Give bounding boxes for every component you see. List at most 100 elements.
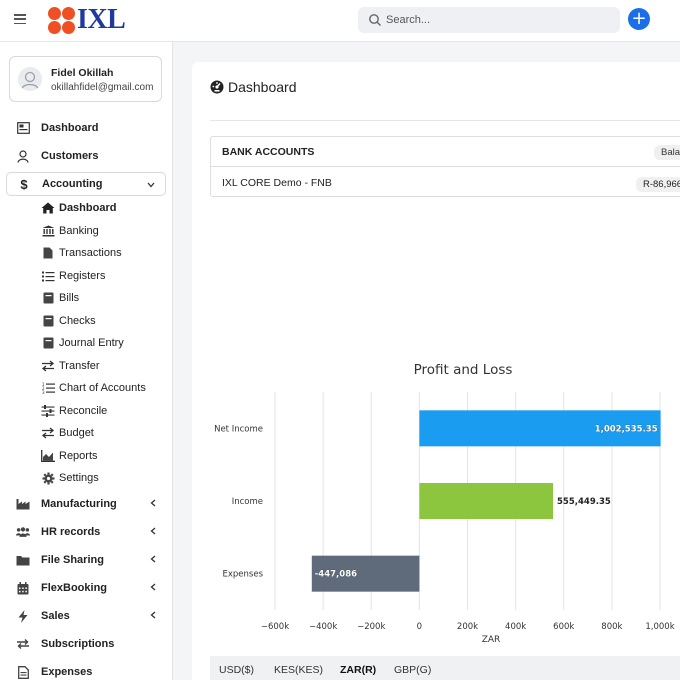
sidebar-item-label: File Sharing (41, 554, 104, 566)
book-icon (41, 314, 55, 328)
page-title: Dashboard (210, 79, 297, 95)
tab-currency-zar[interactable]: ZAR(R) (340, 664, 377, 676)
sidebar-item-sales[interactable]: Sales (6, 604, 166, 628)
bolt-icon (16, 609, 30, 623)
sub-item-transfer[interactable]: Transfer (41, 356, 100, 376)
sub-item-label: Transfer (59, 360, 100, 372)
sub-item-label: Chart of Accounts (59, 382, 146, 394)
avatar (18, 67, 42, 91)
sub-item-label: Transactions (59, 247, 122, 259)
sub-item-bills[interactable]: Bills (41, 288, 79, 308)
sidebar-item-label: Dashboard (41, 122, 99, 134)
factory-icon (16, 497, 30, 511)
sidebar-item-label: Accounting (42, 178, 103, 190)
transfer-icon (41, 426, 55, 440)
currency-tabs: USD($) KES(KES) ZAR(R) GBP(G) (210, 656, 680, 680)
sidebar-item-subscriptions[interactable]: Subscriptions (6, 632, 166, 656)
top-bar: IXL + (0, 0, 680, 42)
chevron-left-icon (150, 527, 156, 537)
svg-text:3: 3 (42, 390, 45, 394)
sidebar-item-file-sharing[interactable]: File Sharing (6, 548, 166, 572)
tab-currency-gbp[interactable]: GBP(G) (394, 664, 432, 676)
calendar-icon (16, 581, 30, 595)
sidebar-item-accounting[interactable]: $ Accounting (6, 172, 166, 196)
dashboard-gauge-icon (210, 80, 224, 94)
search-icon (369, 14, 381, 26)
chevron-left-icon (150, 583, 156, 593)
tab-currency-kes[interactable]: KES(KES) (274, 664, 324, 676)
sidebar-item-manufacturing[interactable]: Manufacturing (6, 492, 166, 516)
table-header-label: BANK ACCOUNTS (222, 146, 315, 158)
sidebar-item-flexbooking[interactable]: FlexBooking (6, 576, 166, 600)
sub-item-settings[interactable]: Settings (41, 468, 99, 488)
sidebar-item-customers[interactable]: Customers (6, 144, 166, 168)
logo-mark-icon (48, 6, 75, 34)
users-icon (16, 525, 30, 539)
sidebar-item-label: Manufacturing (41, 498, 117, 510)
area-chart-icon (41, 449, 55, 463)
sidebar-item-expenses[interactable]: Expenses (6, 660, 166, 680)
book-icon (41, 291, 55, 305)
sub-item-journal-entry[interactable]: Journal Entry (41, 333, 124, 353)
sidebar-item-label: Sales (41, 610, 70, 622)
user-name: Fidel Okillah (51, 67, 114, 79)
account-name[interactable]: IXL CORE Demo - FNB (222, 177, 332, 189)
dashboard-icon (16, 121, 30, 135)
page-title-text: Dashboard (228, 79, 297, 95)
sub-item-label: Budget (59, 427, 94, 439)
sub-item-budget[interactable]: Budget (41, 423, 94, 443)
sub-item-label: Checks (59, 315, 96, 327)
account-balance-badge: R-86,966 (636, 177, 680, 192)
sub-item-label: Reconcile (59, 405, 108, 417)
sidebar-item-label: Subscriptions (41, 638, 115, 650)
sub-item-label: Dashboard (59, 202, 117, 214)
menu-icon[interactable] (14, 14, 26, 25)
sub-item-reports[interactable]: Reports (41, 446, 98, 466)
sub-item-label: Banking (59, 225, 99, 237)
sub-item-label: Bills (59, 292, 80, 304)
sliders-icon (41, 404, 55, 418)
logo-text: IXL (77, 4, 126, 35)
chevron-left-icon (150, 555, 156, 565)
sidebar-item-label: Expenses (41, 666, 93, 678)
bank-accounts-table: BANK ACCOUNTS Bala IXL CORE Demo - FNB R… (210, 136, 680, 197)
book-icon (41, 336, 55, 350)
sidebar-item-label: HR records (41, 526, 101, 538)
sub-item-reconcile[interactable]: Reconcile (41, 401, 107, 421)
search-input[interactable] (386, 11, 606, 29)
tab-currency-usd[interactable]: USD($) (219, 664, 255, 676)
sub-item-dashboard[interactable]: Dashboard (41, 198, 116, 218)
sync-icon (16, 637, 30, 651)
dashboard-panel: Dashboard BANK ACCOUNTS Bala IXL CORE De… (192, 62, 680, 680)
sub-item-checks[interactable]: Checks (41, 311, 96, 331)
chevron-left-icon (150, 499, 156, 509)
sidebar-item-dashboard[interactable]: Dashboard (6, 116, 166, 140)
user-card[interactable]: Fidel Okillah okillahfidel@gmail.com (9, 56, 162, 102)
sub-item-registers[interactable]: Registers (41, 266, 105, 286)
file-icon (16, 665, 30, 679)
chevron-left-icon (150, 611, 156, 621)
sub-item-banking[interactable]: Banking (41, 221, 99, 241)
sidebar: Fidel Okillah okillahfidel@gmail.com Das… (0, 42, 173, 680)
balance-header-badge: Bala (654, 145, 680, 160)
add-button[interactable]: + (628, 8, 650, 30)
user-avatar-icon (21, 71, 39, 90)
list-icon (41, 269, 55, 283)
table-header: BANK ACCOUNTS Bala (211, 137, 680, 167)
sidebar-item-label: FlexBooking (41, 582, 108, 594)
svg-text:2: 2 (42, 386, 45, 391)
svg-text:1: 1 (42, 382, 45, 387)
search-box[interactable] (358, 7, 620, 33)
user-email: okillahfidel@gmail.com (51, 82, 154, 93)
sidebar-item-hr-records[interactable]: HR records (6, 520, 166, 544)
sub-item-label: Journal Entry (59, 337, 124, 349)
logo[interactable]: IXL (48, 4, 126, 35)
document-icon (41, 246, 55, 260)
sub-item-label: Settings (59, 472, 99, 484)
divider (210, 120, 680, 121)
folder-icon (16, 553, 30, 567)
sub-item-label: Registers (59, 270, 106, 282)
sub-item-transactions[interactable]: Transactions (41, 243, 122, 263)
